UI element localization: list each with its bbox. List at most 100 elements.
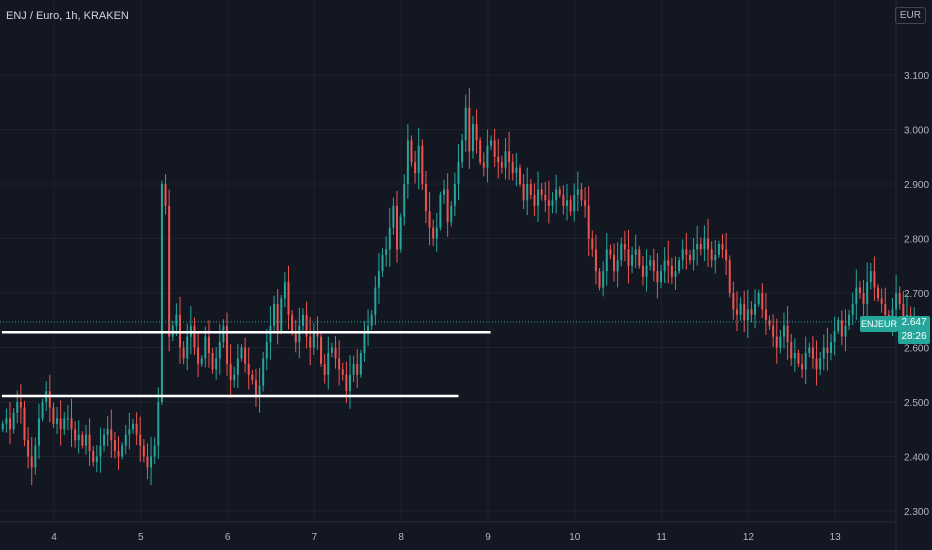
candle-body: [135, 423, 138, 435]
candle-body: [490, 140, 493, 146]
candle-body: [844, 325, 847, 337]
candle-body: [620, 243, 623, 261]
candle-body: [764, 309, 767, 321]
candle-body: [649, 260, 652, 266]
candle-body: [880, 298, 883, 304]
candle-body: [735, 309, 738, 315]
candle-body: [660, 271, 663, 283]
candle-body: [273, 303, 276, 326]
candle-body: [265, 342, 268, 359]
candle-body: [895, 293, 898, 310]
candle-body: [638, 249, 641, 266]
candle-body: [511, 162, 514, 174]
candle-body: [52, 407, 55, 424]
candle-body: [602, 271, 605, 288]
candle-body: [1, 423, 4, 430]
candle-body: [692, 249, 695, 261]
candle-body: [851, 303, 854, 315]
candle-body: [352, 363, 355, 375]
last-price-tag: 2.647 28:26: [898, 316, 930, 344]
candle-body: [95, 456, 98, 462]
candle-body: [493, 140, 496, 157]
candle-body: [218, 342, 221, 359]
candle-body: [370, 314, 373, 326]
candle-body: [48, 391, 51, 408]
candle-body: [207, 336, 210, 353]
candle-countdown: 28:26: [901, 331, 927, 342]
candle-body: [725, 249, 728, 261]
candle-body: [822, 347, 825, 359]
price-tick-label: 2.300: [904, 507, 929, 518]
candle-body: [287, 282, 290, 315]
candle-body: [30, 456, 33, 468]
candle-body: [461, 140, 464, 163]
candle-body: [869, 271, 872, 283]
candle-body: [710, 249, 713, 261]
candle-body: [757, 293, 760, 304]
candle-body: [721, 243, 724, 250]
candle-body: [117, 451, 120, 457]
candle-body: [500, 162, 503, 168]
candle-body: [150, 456, 153, 468]
candle-body: [464, 107, 467, 141]
candle-body: [280, 298, 283, 332]
candle-body: [833, 331, 836, 343]
candle-body: [808, 347, 811, 353]
candle-body: [627, 249, 630, 266]
price-tick-label: 2.400: [904, 453, 929, 464]
candle-body: [475, 124, 478, 141]
candle-body: [59, 418, 62, 430]
price-tick-label: 3.100: [904, 71, 929, 82]
currency-button[interactable]: EUR: [894, 7, 926, 24]
candle-body: [305, 314, 308, 337]
candle-body: [703, 238, 706, 250]
candle-body: [240, 347, 243, 359]
candle-body: [385, 249, 388, 255]
candle-body: [815, 358, 818, 370]
price-tick-label: 3.000: [904, 126, 929, 137]
candle-body: [732, 293, 735, 310]
candle-body: [866, 282, 869, 304]
candle-body: [103, 434, 106, 446]
candle-body: [598, 271, 601, 288]
candle-body: [124, 434, 127, 446]
candle-body: [439, 194, 442, 228]
candle-body: [414, 162, 417, 174]
candle-body: [406, 140, 409, 184]
time-tick-label: 6: [225, 532, 231, 543]
candle-body: [793, 352, 796, 359]
candle-body: [641, 265, 644, 277]
candle-body: [811, 347, 814, 359]
candle-body: [229, 363, 232, 381]
candle-body: [146, 456, 149, 468]
candle-body: [613, 254, 616, 272]
price-tick-label: 2.800: [904, 235, 929, 246]
candle-body: [450, 205, 453, 223]
candle-body: [236, 358, 239, 375]
candle-body: [367, 325, 370, 332]
candle-body: [226, 325, 229, 364]
candle-body: [537, 189, 540, 206]
candle-body: [565, 200, 568, 206]
candle-body: [74, 429, 77, 441]
candle-body: [182, 347, 185, 359]
candle-body: [486, 145, 489, 168]
candle-body: [374, 287, 377, 315]
price-tick-label: 2.500: [904, 398, 929, 409]
candle-body: [12, 412, 15, 430]
candle-body: [338, 358, 341, 370]
candle-body: [421, 145, 424, 184]
candle-body: [479, 140, 482, 163]
candle-body: [316, 331, 319, 337]
candle-body: [772, 325, 775, 337]
candle-body: [663, 260, 666, 272]
candle-body: [547, 200, 550, 206]
candle-body: [562, 194, 565, 206]
symbol-price-tag: ENJEUR: [860, 316, 898, 332]
candle-body: [533, 194, 536, 206]
candle-body: [674, 271, 677, 277]
candle-body: [153, 445, 156, 457]
candle-body: [746, 309, 749, 321]
